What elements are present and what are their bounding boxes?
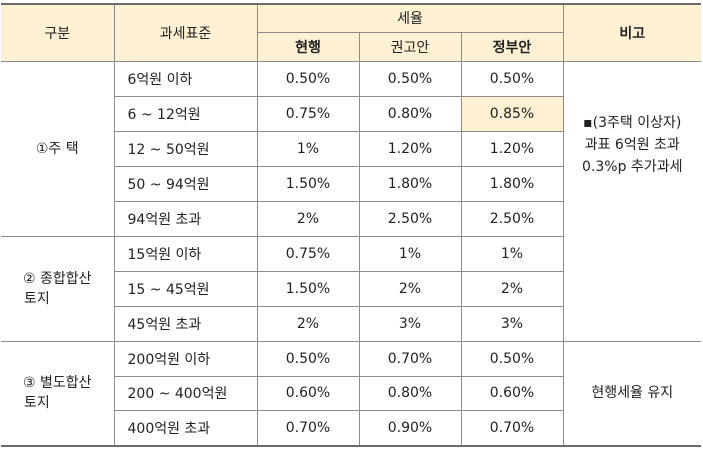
government-rate-cell: 0.70% [460,410,564,448]
current-rate-cell: 2% [256,200,360,237]
note-separate-land: 현행세율 유지 [562,340,701,447]
tax-base-cell: 200억원 이하 [113,340,258,377]
table-row: 45억원 초과 2% 3% 3% [1,305,701,342]
current-rate-cell: 0.50% [256,60,360,97]
tax-base-cell: 400억원 초과 [113,410,258,448]
category-separate-land: ③ 별도합산 토지 [1,340,115,447]
tax-base-cell: 50 ~ 94억원 [113,165,258,202]
table-row: 400억원 초과 0.70% 0.90% 0.70% [1,410,701,448]
table-row: 15 ~ 45억원 1.50% 2% 2% [1,270,701,307]
recommended-rate-cell: 1.20% [358,130,462,167]
category-comprehensive-land: ② 종합합산 토지 [1,235,115,342]
current-rate-cell: 1% [256,130,360,167]
note-line: 과표 6억원 초과 [584,137,680,154]
recommended-rate-cell: 0.50% [358,60,462,97]
government-rate-cell: 2.50% [460,200,564,237]
tax-base-cell: 6억원 이하 [113,60,258,97]
government-rate-cell: 1.80% [460,165,564,202]
government-rate-cell: 1% [460,235,564,272]
table-row: 94억원 초과 2% 2.50% 2.50% [1,200,701,237]
tax-base-cell: 94억원 초과 [113,200,258,237]
table-row: 50 ~ 94억원 1.50% 1.80% 1.80% [1,165,701,202]
recommended-rate-cell: 0.80% [358,375,462,412]
category-label: ② 종합합산 [22,270,92,287]
category-label: ③ 별도합산 [22,375,92,392]
note-line: ▪(3주택 이상자) [583,115,682,132]
header-tax-rate: 세율 [256,2,564,33]
current-rate-cell: 0.70% [256,410,360,448]
note-line: 0.3%p 추가과세 [582,159,683,176]
table-row: ①주 택 6억원 이하 0.50% 0.50% 0.50% ▪(3주택 이상자)… [1,60,701,342]
government-rate-cell: 2% [460,270,564,307]
tax-base-cell: 15 ~ 45억원 [113,270,258,307]
current-rate-cell: 1.50% [256,270,360,307]
government-rate-cell: 1.20% [460,130,564,167]
table-row: 6 ~ 12억원 0.75% 0.80% 0.85% [1,95,701,132]
recommended-rate-cell: 3% [358,305,462,342]
header-government: 정부안 [460,31,564,62]
header-tax-base: 과세표준 [113,2,258,62]
recommended-rate-cell: 0.70% [358,340,462,377]
current-rate-cell: 0.60% [256,375,360,412]
tax-base-cell: 45억원 초과 [113,305,258,342]
table-row: ③ 별도합산 토지 200억원 이하 0.50% 0.70% 0.50% 현행세… [1,340,701,447]
header-category: 구분 [1,2,115,62]
header-note: 비고 [562,2,701,62]
current-rate-cell: 0.75% [256,95,360,132]
category-label-line2: 토지 [24,395,50,412]
recommended-rate-cell: 0.90% [358,410,462,448]
recommended-rate-cell: 1% [358,235,462,272]
government-rate-cell: 0.50% [460,60,564,97]
current-rate-cell: 1.50% [256,165,360,202]
recommended-rate-cell: 2% [358,270,462,307]
current-rate-cell: 2% [256,305,360,342]
header-current: 현행 [256,31,360,62]
current-rate-cell: 0.75% [256,235,360,272]
government-rate-cell: 3% [460,305,564,342]
recommended-rate-cell: 2.50% [358,200,462,237]
table-row: 200 ~ 400억원 0.60% 0.80% 0.60% [1,375,701,412]
tax-base-cell: 12 ~ 50억원 [113,130,258,167]
header-recommended: 권고안 [358,31,462,62]
recommended-rate-cell: 0.80% [358,95,462,132]
table-row: 12 ~ 50억원 1% 1.20% 1.20% [1,130,701,167]
tax-base-cell: 15억원 이하 [113,235,258,272]
government-rate-cell-highlighted: 0.85% [460,95,564,132]
tax-base-cell: 6 ~ 12억원 [113,95,258,132]
tax-base-cell: 200 ~ 400억원 [113,375,258,412]
current-rate-cell: 0.50% [256,340,360,377]
note-housing: ▪(3주택 이상자) 과표 6억원 초과 0.3%p 추가과세 [562,60,701,342]
category-label: ①주 택 [35,140,79,157]
note-line: 현행세율 유지 [591,385,674,402]
category-housing: ①주 택 [1,60,115,237]
recommended-rate-cell: 1.80% [358,165,462,202]
government-rate-cell: 0.50% [460,340,564,377]
category-label-line2: 토지 [24,290,50,307]
government-rate-cell: 0.60% [460,375,564,412]
